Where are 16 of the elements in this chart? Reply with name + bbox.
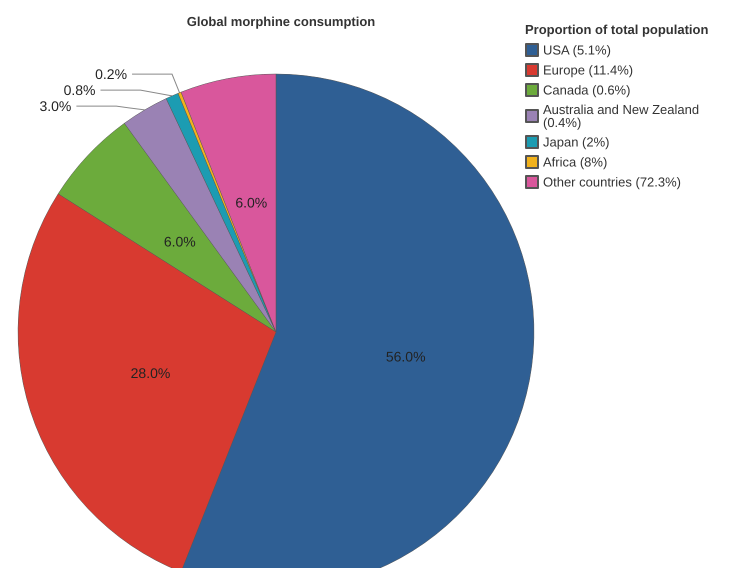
- data-label: 0.2%: [95, 66, 128, 82]
- legend-label: Africa (8%): [543, 154, 608, 170]
- legend-label: Canada (0.6%): [543, 82, 630, 98]
- data-label: 6.0%: [164, 234, 196, 250]
- data-label: 3.0%: [39, 98, 72, 114]
- legend-label: Other countries (72.3%): [543, 174, 682, 190]
- data-label: 0.8%: [64, 82, 96, 98]
- data-label: 6.0%: [235, 194, 268, 210]
- legend-label: Europe (11.4%): [543, 62, 634, 78]
- data-label: 28.0%: [130, 364, 170, 381]
- legend-title: Proportion of total population: [525, 22, 708, 37]
- legend-label: USA (5.1%): [543, 42, 611, 58]
- legend-label: Australia and New Zealand (0.4%): [543, 102, 703, 130]
- data-label: 56.0%: [386, 348, 426, 365]
- legend-label: Japan (2%): [543, 134, 610, 150]
- chart-title: Global morphine consumption: [186, 14, 376, 29]
